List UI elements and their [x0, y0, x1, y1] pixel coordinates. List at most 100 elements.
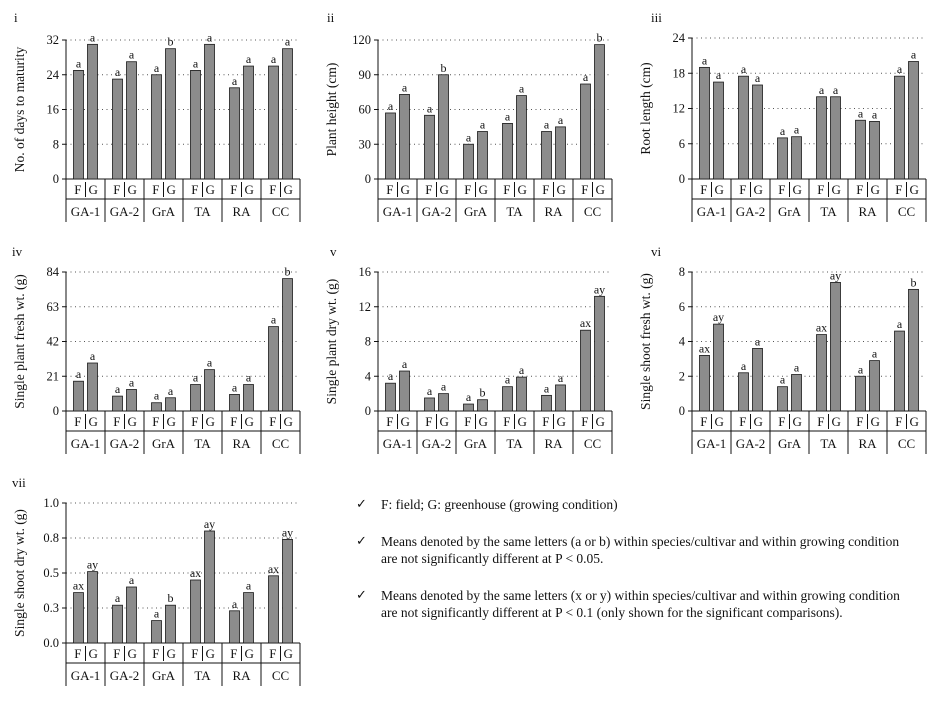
condition-label-g: G [754, 414, 763, 429]
bar-f [855, 375, 866, 412]
bar-f [502, 123, 513, 180]
y-axis-title: No. of days to maturity [12, 46, 27, 172]
significance-label: a [741, 62, 747, 76]
condition-label-f: F [386, 414, 393, 429]
note-growing-condition: ✓ F: field; G: greenhouse (growing condi… [356, 496, 916, 513]
significance-label: a [466, 390, 472, 404]
category-label: GrA [152, 668, 176, 683]
bar-f [73, 70, 84, 180]
bar-g [594, 295, 605, 412]
checkmark-icon: ✓ [356, 497, 367, 512]
chart-panel-vii: vii Single shoot dry wt. (g) 0.0 0.3 0.5 0.8 1… [12, 475, 301, 686]
y-tick-label: 24 [673, 31, 686, 45]
note-text: Means denoted by the same letters (a or … [381, 534, 900, 566]
category-label: GA-1 [697, 204, 727, 219]
panel-label: i [14, 10, 18, 25]
bar-f [738, 75, 749, 180]
significance-label: a [246, 579, 252, 593]
y-axis-title: Single plant dry wt. (g) [324, 279, 339, 405]
bar-f [190, 384, 201, 412]
category-label: CC [272, 668, 289, 683]
category-label: GrA [152, 204, 176, 219]
category-label: GA-2 [110, 204, 140, 219]
condition-label-g: G [871, 414, 880, 429]
significance-label: a [90, 30, 96, 44]
bar-g [243, 592, 254, 644]
condition-label-f: F [739, 414, 746, 429]
condition-label-f: F [152, 646, 159, 661]
condition-label-f: F [269, 182, 276, 197]
condition-label-g: G [245, 646, 254, 661]
y-tick-label: 16 [359, 265, 372, 279]
bar-g [594, 44, 605, 180]
bar-g [165, 604, 176, 644]
notes-legend: ✓ F: field; G: greenhouse (growing condi… [356, 496, 916, 641]
condition-label-g: G [284, 414, 293, 429]
category-label: TA [820, 436, 837, 451]
category-label: GA-2 [422, 436, 452, 451]
condition-label-f: F [817, 182, 824, 197]
significance-label: a [819, 83, 825, 97]
significance-label: a [858, 106, 864, 120]
category-label: CC [584, 204, 601, 219]
significance-label: a [271, 52, 277, 66]
significance-label: a [402, 357, 408, 371]
bar-g [282, 539, 293, 644]
condition-label-g: G [518, 182, 527, 197]
significance-label: a [129, 375, 135, 389]
y-tick-label: 0.8 [43, 531, 59, 545]
significance-label: ax [73, 579, 84, 593]
bar-g [830, 282, 841, 412]
bar-g [516, 376, 527, 412]
condition-label-f: F [581, 182, 588, 197]
significance-label: a [115, 65, 121, 79]
bar-f [268, 326, 279, 412]
bar-g [713, 81, 724, 180]
bar-g [165, 397, 176, 412]
bar-g [477, 131, 488, 180]
bar-f [855, 119, 866, 180]
category-label: GrA [464, 436, 488, 451]
significance-label: ay [87, 558, 98, 572]
y-axis-title: Plant height (cm) [324, 63, 339, 157]
condition-label-g: G [206, 182, 215, 197]
checkmark-icon: ✓ [356, 534, 367, 549]
condition-label-g: G [754, 182, 763, 197]
condition-label-f: F [74, 646, 81, 661]
category-label: RA [858, 204, 877, 219]
condition-label-g: G [479, 182, 488, 197]
condition-label-g: G [910, 182, 919, 197]
y-tick-label: 0 [679, 404, 685, 418]
category-label: TA [506, 204, 523, 219]
y-tick-label: 0.0 [43, 636, 59, 650]
significance-label: a [441, 380, 447, 394]
condition-label-f: F [113, 414, 120, 429]
bar-f [541, 131, 552, 180]
significance-label: a [505, 373, 511, 387]
significance-label: a [505, 109, 511, 123]
bar-g [438, 74, 449, 180]
significance-label: a [780, 124, 786, 138]
category-label: GA-2 [736, 204, 766, 219]
significance-label: a [207, 30, 213, 44]
significance-label: a [911, 48, 917, 62]
condition-label-f: F [503, 182, 510, 197]
category-label: GA-1 [383, 436, 413, 451]
bar-g [908, 288, 919, 412]
bar-f [268, 65, 279, 180]
category-label: TA [194, 204, 211, 219]
bar-f [385, 112, 396, 180]
bar-g [87, 362, 98, 412]
condition-label-g: G [793, 182, 802, 197]
bar-g [243, 384, 254, 412]
y-tick-label: 6 [679, 137, 685, 151]
y-tick-label: 16 [47, 103, 60, 117]
y-tick-label: 0 [365, 404, 371, 418]
category-label: GrA [778, 204, 802, 219]
significance-label: a [544, 118, 550, 132]
panel-label: vi [651, 244, 662, 259]
bar-g [752, 84, 763, 180]
